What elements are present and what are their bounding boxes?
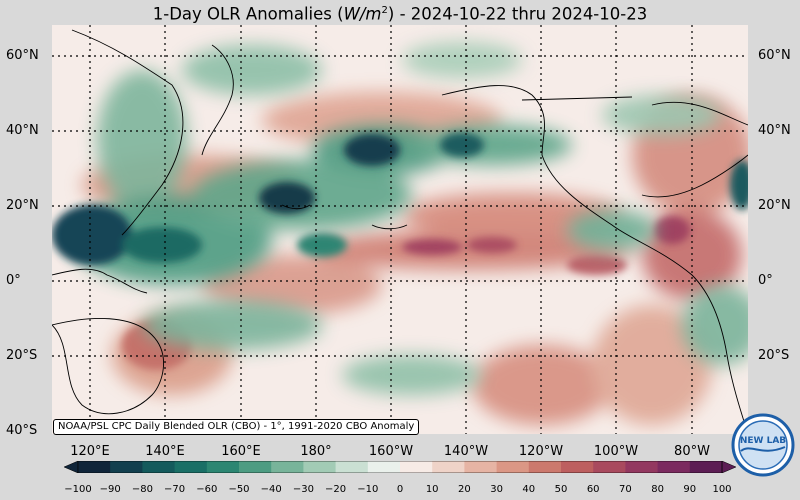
colorbar-segment — [303, 461, 337, 473]
coastlines — [52, 29, 748, 434]
anomaly-map — [52, 25, 748, 434]
colorbar-tick-label: 80 — [651, 484, 664, 495]
lon-label: 160°W — [368, 444, 414, 459]
noaa-logo: NEW LAB — [731, 413, 795, 477]
colorbar-tick-label: −100 — [64, 484, 92, 495]
colorbar-tick-label: −60 — [196, 484, 218, 495]
lon-label: 100°W — [593, 444, 639, 459]
colorbar-segment — [206, 461, 240, 473]
colorbar-tick-label: 100 — [712, 484, 732, 495]
colorbar-segment — [561, 461, 594, 473]
map-title: 1-Day OLR Anomalies (W/m2) - 2024-10-22 … — [152, 4, 648, 24]
lat-label: 20°S — [6, 348, 38, 363]
lat-label: 40°N — [758, 123, 791, 138]
strong-negative-anomaly — [52, 133, 748, 265]
lat-label: 40°N — [6, 123, 39, 138]
colorbar-segment — [367, 461, 401, 473]
colorbar-tick-label: 0 — [396, 484, 404, 495]
colorbar-tick-label: 40 — [522, 484, 536, 495]
colorbar-tick-label: −20 — [325, 484, 347, 495]
lon-label: 120°W — [518, 444, 564, 459]
lat-label: 40°S — [6, 423, 38, 438]
lon-label: 160°E — [221, 444, 261, 459]
logo-text: NEW LAB — [740, 436, 786, 446]
colorbar-segment — [400, 461, 433, 473]
lat-label: 60°N — [758, 48, 791, 63]
colorbar-segment — [432, 461, 465, 473]
colorbar-tick-label: 50 — [554, 484, 568, 495]
colorbar-tick-label: −50 — [228, 484, 250, 495]
lon-label: 80°W — [674, 444, 710, 459]
colorbar-tick-label: −40 — [260, 484, 282, 495]
colorbar-tick-label: −80 — [131, 484, 153, 495]
colorbar — [64, 461, 736, 473]
colorbar-segment — [689, 461, 723, 473]
lat-label: 0° — [6, 273, 21, 288]
lat-label: 60°N — [6, 48, 39, 63]
lon-label: 140°E — [145, 444, 185, 459]
lon-label: 120°E — [70, 444, 110, 459]
lon-label: 140°W — [443, 444, 489, 459]
colorbar-segment — [657, 461, 691, 473]
colorbar-segment — [593, 461, 626, 473]
colorbar-tick-label: −10 — [357, 484, 379, 495]
lat-label: 20°S — [758, 348, 790, 363]
colorbar-segment — [625, 461, 659, 473]
colorbar-tick-label: 30 — [490, 484, 503, 495]
colorbar-segment — [464, 461, 498, 473]
colorbar-tick-label: 10 — [425, 484, 439, 495]
colorbar-segment — [496, 461, 530, 473]
colorbar-arrow-low — [64, 461, 79, 473]
graticule — [52, 25, 748, 434]
colorbar-segment — [174, 461, 208, 473]
colorbar-tick-label: −30 — [292, 484, 314, 495]
colorbar-tick-label: −70 — [164, 484, 186, 495]
colorbar-tick-label: −90 — [99, 484, 121, 495]
colorbar-segment — [142, 461, 176, 473]
data-credit-label: NOAA/PSL CPC Daily Blended OLR (CBO) - 1… — [53, 419, 420, 435]
positive-anomaly-field — [82, 92, 748, 425]
lat-label: 0° — [758, 273, 773, 288]
lat-label: 20°N — [758, 198, 791, 213]
colorbar-segment — [110, 461, 143, 473]
colorbar-tick-label: 20 — [458, 484, 471, 495]
colorbar-segment — [239, 461, 272, 473]
colorbar-segment — [335, 461, 369, 473]
lon-label: 180° — [300, 444, 332, 459]
colorbar-segment — [528, 461, 562, 473]
colorbar-segment — [78, 461, 111, 473]
colorbar-tick-label: 60 — [586, 484, 600, 495]
colorbar-segment — [271, 461, 304, 473]
lat-label: 20°N — [6, 198, 39, 213]
colorbar-tick-label: 90 — [683, 484, 697, 495]
colorbar-tick-label: 70 — [619, 484, 632, 495]
